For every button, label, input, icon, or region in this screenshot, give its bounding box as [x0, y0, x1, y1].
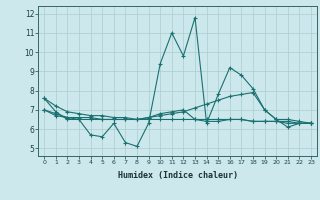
X-axis label: Humidex (Indice chaleur): Humidex (Indice chaleur)	[118, 171, 238, 180]
